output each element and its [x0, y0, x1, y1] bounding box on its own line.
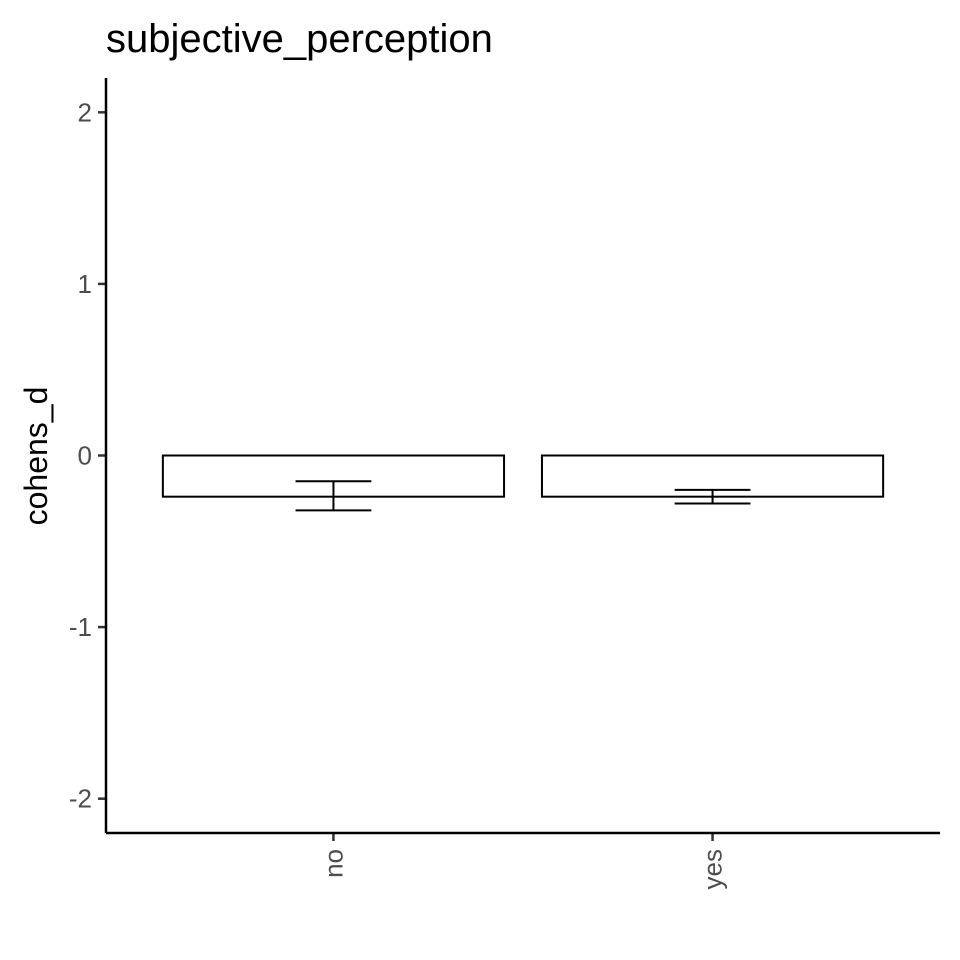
- y-axis-label: cohens_d: [18, 387, 54, 526]
- x-tick-label: no: [318, 849, 348, 878]
- y-tick-label: 0: [78, 441, 92, 471]
- y-tick-label: -2: [69, 784, 92, 814]
- error-bar-yes: [674, 488, 751, 505]
- y-tick-label: -1: [69, 612, 92, 642]
- plot-area: -2 -1 0 1 2 no yes: [69, 97, 885, 889]
- y-tick-label: 1: [78, 269, 92, 299]
- chart-title: subjective_perception: [106, 17, 493, 61]
- error-bar-no: [295, 480, 372, 512]
- y-tick-label: 2: [78, 97, 92, 127]
- x-tick-label: yes: [698, 849, 728, 889]
